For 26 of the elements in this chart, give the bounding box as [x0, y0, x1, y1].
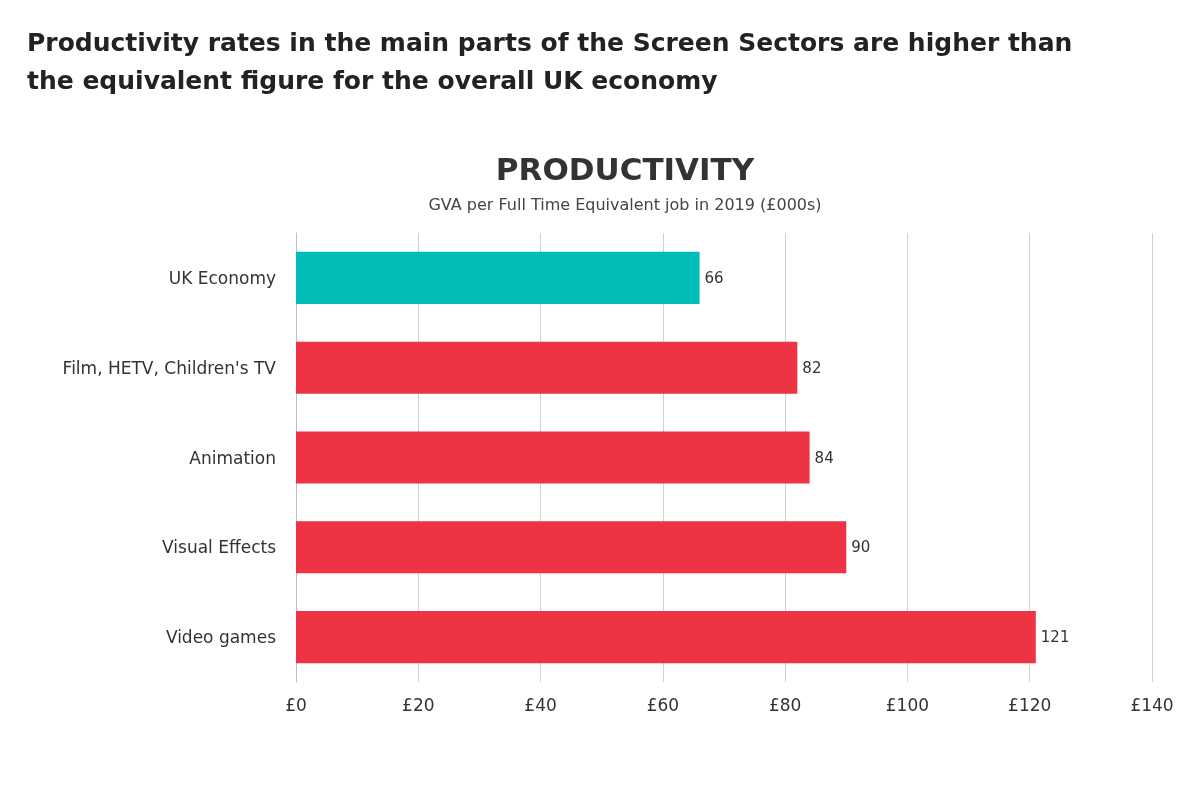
y-tick-label: Visual Effects: [162, 537, 277, 558]
data-label: 84: [814, 448, 834, 467]
x-tick-label: £0: [285, 694, 307, 715]
data-label: 66: [704, 268, 724, 287]
text: Productivity rates in the main parts of the Screen Sectors are higher than the equivalent figure for the overall UK economy: [27, 27, 1082, 95]
x-tick-label: £40: [524, 694, 557, 715]
y-tick-label: Animation: [189, 447, 276, 468]
x-tick-label: £60: [646, 694, 680, 715]
bar: [296, 521, 847, 574]
data-label: 82: [802, 358, 822, 377]
bar: [296, 251, 700, 304]
y-tick-label: Video games: [165, 627, 277, 648]
bar: [296, 611, 1036, 664]
x-tick-label: £140: [1130, 694, 1174, 715]
y-tick-label: UK Economy: [168, 267, 276, 288]
bar: [296, 341, 798, 394]
x-tick-label: £80: [768, 694, 802, 715]
bar: [296, 431, 810, 484]
x-tick-label: £120: [1008, 694, 1052, 715]
x-tick-label: £20: [402, 694, 435, 715]
chart-title: PRODUCTIVITY: [495, 150, 755, 187]
chart-subtitle: GVA per Full Time Equivalent job in 2019 (£000s): [428, 194, 822, 214]
y-tick-label: Film, HETV, Children's TV: [62, 357, 277, 378]
data-label: 121: [1040, 628, 1070, 647]
x-tick-label: £100: [885, 694, 930, 715]
data-label: 90: [851, 538, 871, 557]
